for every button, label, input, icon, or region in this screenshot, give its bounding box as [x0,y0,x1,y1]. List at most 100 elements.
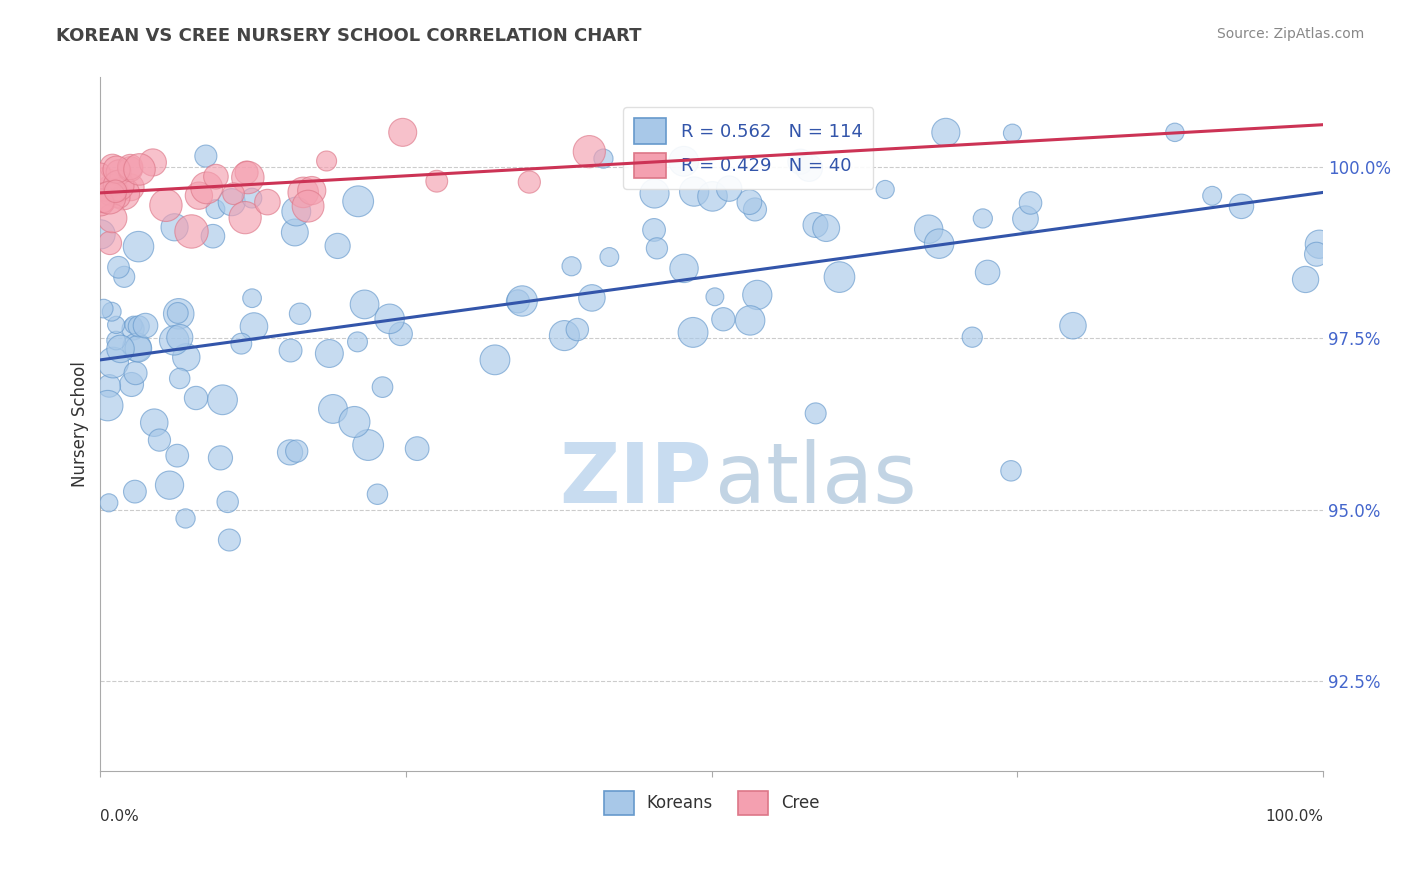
Point [371,380,394,394]
Point [93,195,115,210]
Point [804,406,827,420]
Point [98,235,121,250]
Text: Source: ZipAtlas.com: Source: ZipAtlas.com [1216,27,1364,41]
Point [928,236,950,251]
Point [166,449,188,463]
Point [108,191,131,205]
Point [875,182,897,196]
Point [221,195,243,210]
Point [366,487,388,501]
Point [1019,196,1042,211]
Point [105,318,128,332]
Point [918,222,941,236]
Point [128,162,150,177]
Point [644,186,666,201]
Point [278,445,301,459]
Point [553,328,575,343]
Point [100,304,122,318]
Point [645,241,668,255]
Point [578,145,600,159]
Point [797,161,820,175]
Point [744,202,766,217]
Point [128,319,150,334]
Point [240,191,263,205]
Point [120,160,142,174]
Point [256,195,278,210]
Point [101,355,124,369]
Point [347,194,370,209]
Point [122,318,145,332]
Point [93,192,115,206]
Point [343,415,366,429]
Point [122,322,145,336]
Point [235,165,257,179]
Point [89,166,111,180]
Point [240,291,263,305]
Point [426,174,449,188]
Point [105,334,128,348]
Point [703,290,725,304]
Point [101,183,124,197]
Text: 100.0%: 100.0% [1265,809,1323,824]
Point [561,259,583,273]
Point [517,175,540,189]
Point [90,195,112,210]
Point [97,496,120,510]
Point [121,377,143,392]
Point [598,250,620,264]
Point [297,199,319,213]
Point [112,269,135,284]
Point [166,306,188,320]
Point [288,307,311,321]
Point [107,178,129,193]
Point [285,444,308,458]
Point [142,155,165,169]
Point [322,401,344,416]
Point [935,125,957,139]
Point [747,288,769,302]
Point [972,211,994,226]
Point [110,342,132,356]
Point [510,293,533,308]
Text: atlas: atlas [716,439,917,520]
Point [211,392,233,407]
Point [134,318,156,333]
Point [209,450,232,465]
Point [187,188,209,202]
Point [243,319,266,334]
Point [93,178,115,192]
Point [1230,199,1253,213]
Point [163,220,186,235]
Point [1014,211,1036,226]
Point [218,533,240,547]
Point [98,191,121,205]
Point [205,169,228,184]
Point [90,227,112,242]
Point [195,181,218,195]
Point [389,326,412,341]
Point [104,185,127,199]
Point [222,186,245,201]
Point [112,186,135,201]
Point [292,186,315,200]
Point [346,334,368,349]
Point [683,185,706,199]
Text: ZIP: ZIP [560,439,711,520]
Point [643,223,665,237]
Point [159,478,181,492]
Point [184,391,207,405]
Point [101,211,124,226]
Point [315,153,337,168]
Point [107,260,129,275]
Point [353,297,375,311]
Point [97,399,120,413]
Point [124,484,146,499]
Point [702,189,724,203]
Point [740,313,762,327]
Point [673,261,696,276]
Point [567,322,589,336]
Point [1295,272,1317,286]
Point [174,511,197,525]
Point [107,165,129,179]
Point [804,218,827,232]
